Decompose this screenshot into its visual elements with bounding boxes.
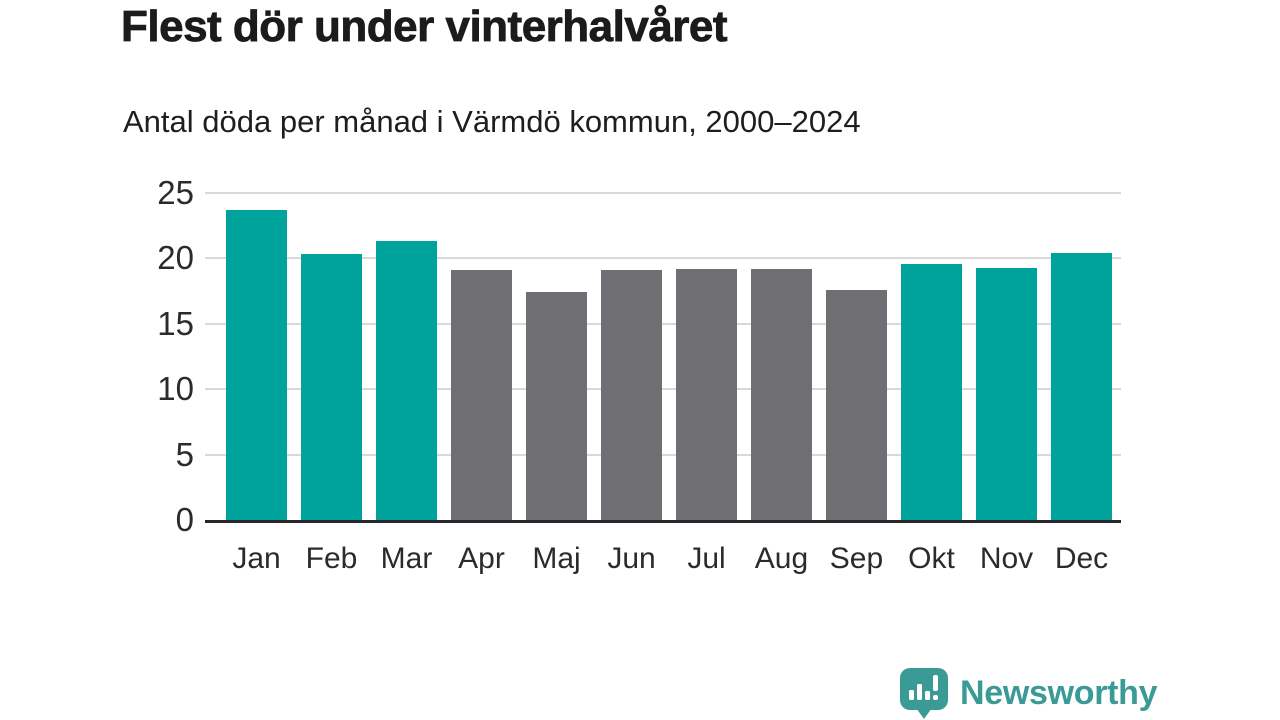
- newsworthy-logo: Newsworthy: [897, 666, 1158, 720]
- y-axis-tick-label: 25: [157, 174, 194, 211]
- bar-apr: [451, 270, 512, 520]
- x-axis-tick-label: Dec: [1054, 542, 1109, 575]
- bar-jan: [226, 210, 287, 520]
- bar-mar: [376, 241, 437, 520]
- x-axis-tick-label: Maj: [532, 542, 581, 575]
- x-axis-tick-label: Jan: [232, 542, 281, 575]
- gridline: [205, 388, 1121, 391]
- plot-area: 0 5 10 15 20 25 Jan Feb Mar Apr Maj Jun Jul Aug Sep Okt…: [157, 176, 1121, 575]
- bar-nov: [976, 267, 1037, 520]
- bar-aug: [751, 268, 812, 520]
- x-axis-tick-label: Sep: [829, 542, 884, 575]
- y-axis-tick-label: 20: [157, 239, 194, 277]
- x-axis-tick-label: Jul: [687, 542, 726, 575]
- newsworthy-logo-text: Newsworthy: [960, 673, 1158, 712]
- y-axis-tick-label: 5: [175, 435, 194, 473]
- newsworthy-logo-icon: [900, 668, 948, 719]
- x-axis-tick-label: Aug: [754, 542, 809, 575]
- bar-feb: [301, 254, 362, 520]
- bar-okt: [901, 263, 962, 520]
- x-axis-tick-label: Mar: [380, 542, 433, 575]
- bar-sep: [826, 289, 887, 520]
- y-axis-tick-label: 15: [157, 304, 194, 342]
- x-axis-tick-label: Jun: [607, 542, 656, 575]
- gridline: [205, 192, 1121, 194]
- y-axis-tick-label: 0: [175, 501, 194, 538]
- chart-title: Flest dör under vinterhalvåret: [121, 2, 728, 52]
- x-axis-tick-label: Okt: [908, 542, 955, 575]
- bar-dec: [1051, 253, 1112, 520]
- chart-subtitle: Antal döda per månad i Värmdö kommun, 20…: [123, 104, 861, 139]
- x-axis-tick-label: Feb: [305, 542, 358, 575]
- bar-maj: [526, 292, 587, 520]
- bar-jul: [676, 268, 737, 520]
- gridline: [205, 453, 1121, 456]
- y-axis-tick-label: 10: [157, 370, 194, 408]
- gridline: [205, 322, 1121, 325]
- gridline: [205, 257, 1121, 260]
- x-axis-tick-label: Nov: [979, 542, 1034, 575]
- x-axis-tick-label: Apr: [458, 542, 505, 575]
- x-axis-line: [205, 520, 1121, 523]
- bar-jun: [601, 270, 662, 520]
